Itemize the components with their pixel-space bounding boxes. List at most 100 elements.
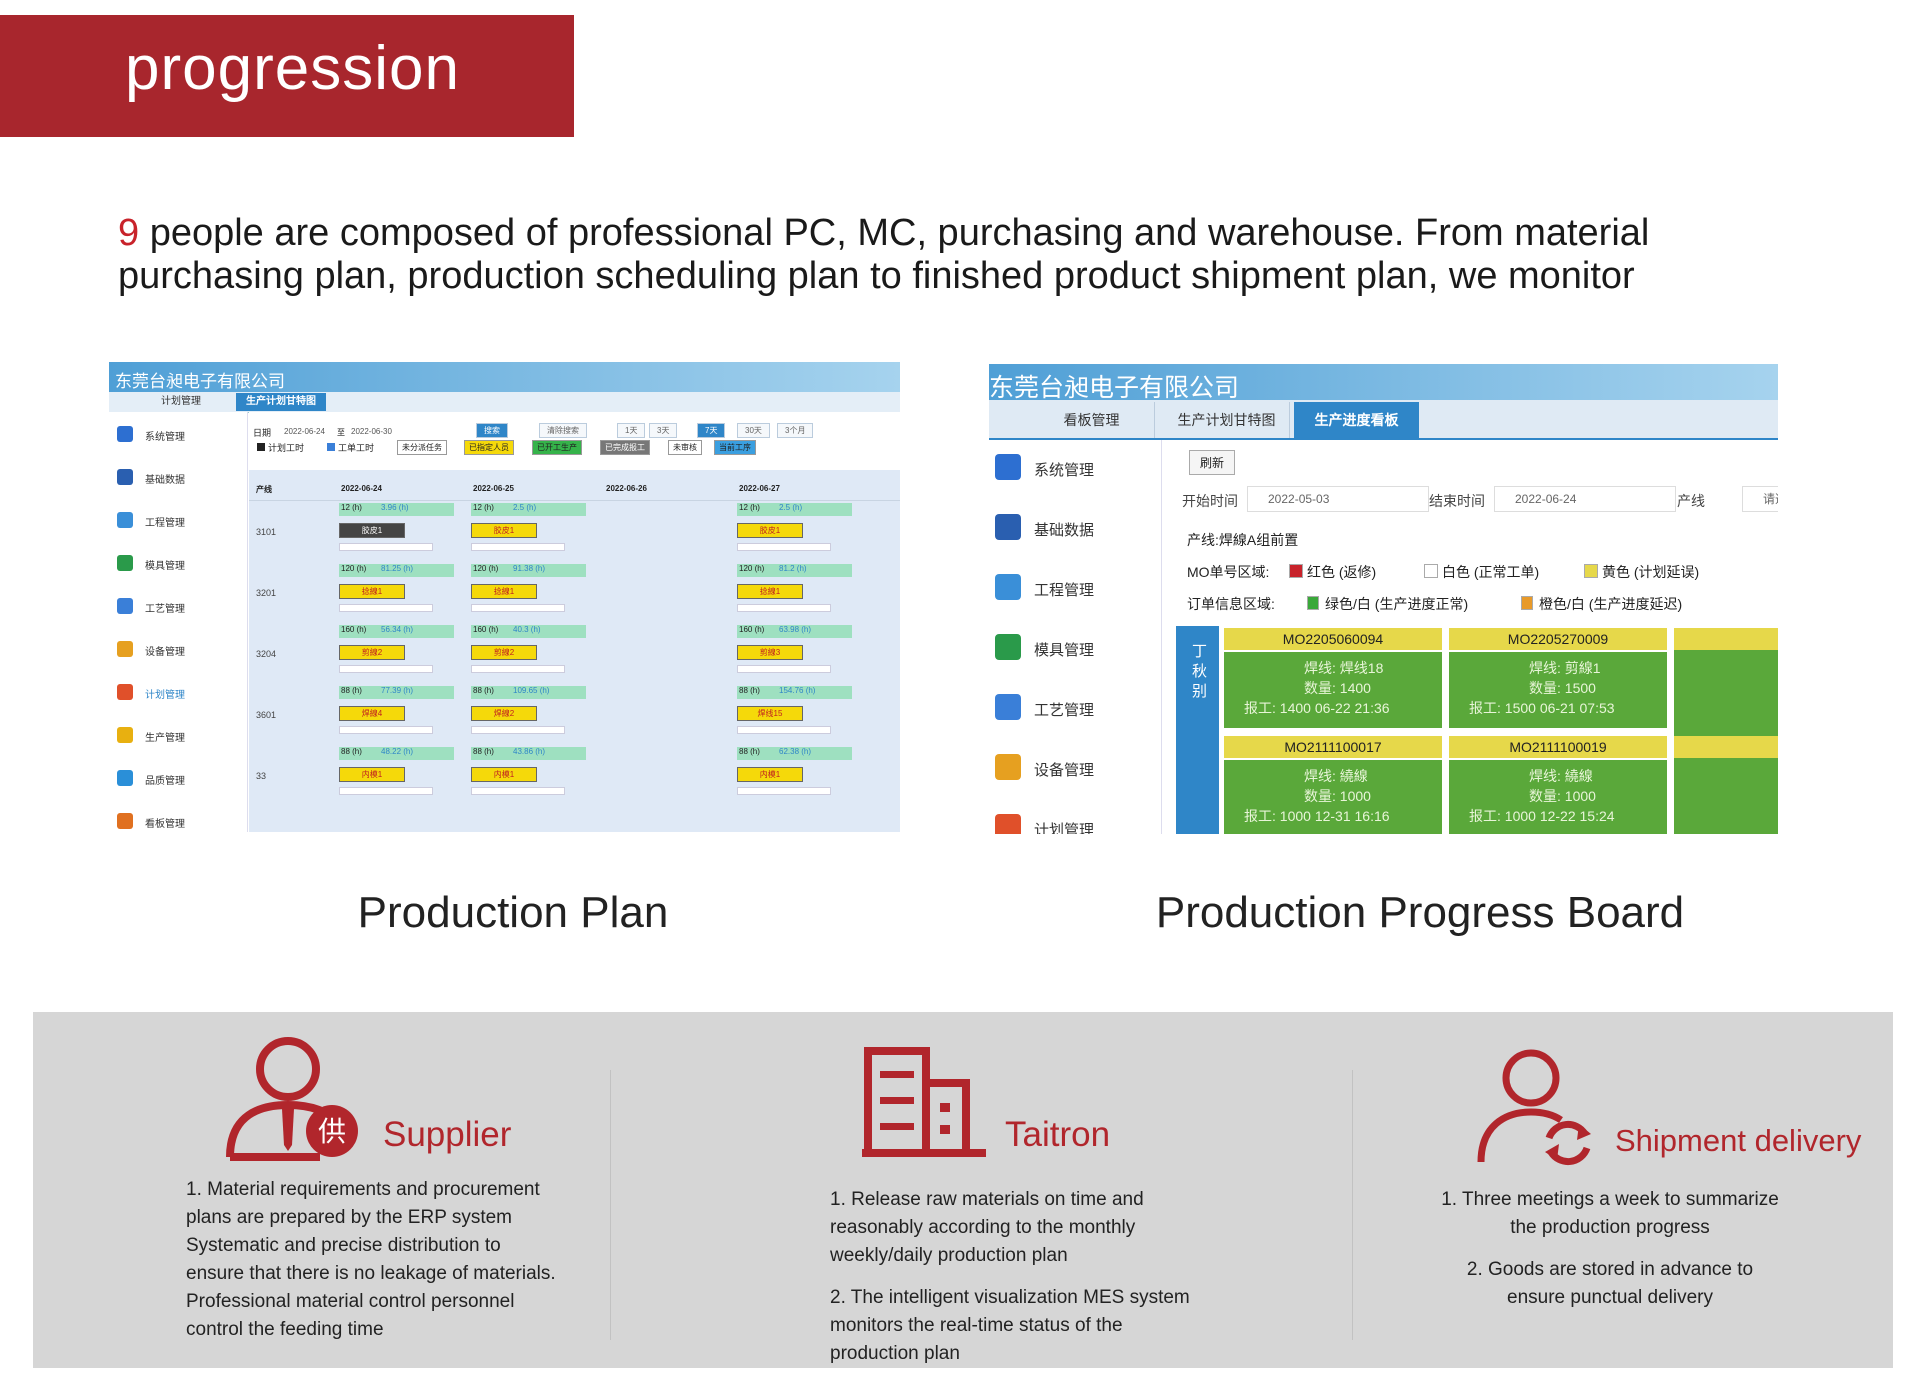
column-header: 2022-06-24 xyxy=(341,484,382,493)
swatch xyxy=(1289,564,1303,578)
task: 剪線3 xyxy=(737,645,803,660)
date-label: 日期 xyxy=(253,428,272,438)
cell-used: 2.5 (h) xyxy=(779,503,803,512)
menu-icon xyxy=(117,770,133,786)
feature-list: 1. Release raw materials on time and rea… xyxy=(830,1186,1200,1382)
intro-highlight: 9 xyxy=(118,212,140,254)
task: 焊線2 xyxy=(471,706,537,721)
cell-bar xyxy=(737,686,852,699)
menu-icon xyxy=(995,814,1021,834)
scroll xyxy=(471,665,565,673)
task: 内模1 xyxy=(339,767,405,782)
shipment-icon xyxy=(1477,1049,1591,1166)
cell-bar xyxy=(471,747,586,760)
task: 焊線4 xyxy=(339,706,405,721)
menu-item: 系统管理 xyxy=(145,432,185,443)
menu-icon xyxy=(117,512,133,528)
card-partial xyxy=(1674,736,1778,834)
menu-icon xyxy=(995,574,1021,600)
card-qty: 数量: 1400 xyxy=(1304,680,1371,696)
feature-panel xyxy=(33,1012,1893,1368)
task: 剪線2 xyxy=(339,645,405,660)
card-report: 报工: 1500 06-21 07:53 xyxy=(1469,700,1615,716)
cell-bar xyxy=(471,625,586,638)
menu-item: 基础数据 xyxy=(145,475,185,486)
scroll xyxy=(471,604,565,612)
legend-label: 计划工时 xyxy=(268,443,305,453)
scroll xyxy=(339,665,433,673)
feature-item: 1. Three meetings a week to summarize th… xyxy=(1441,1189,1779,1238)
column-header: 产线 xyxy=(256,485,272,494)
menu-item: 工艺管理 xyxy=(1034,702,1095,719)
title-bar xyxy=(989,364,1778,400)
legend-item: 白色 (正常工单) xyxy=(1442,564,1540,580)
cell-bar xyxy=(339,564,454,577)
cell-used: 63.98 (h) xyxy=(779,625,812,634)
scroll xyxy=(737,787,831,795)
task: 捻線1 xyxy=(471,584,537,599)
task: 内模1 xyxy=(737,767,803,782)
menu-item: 设备管理 xyxy=(1034,762,1095,779)
card-body xyxy=(1224,652,1442,728)
tab: 看板管理 xyxy=(1029,402,1155,438)
svg-text:供: 供 xyxy=(318,1115,346,1148)
task: 胶皮1 xyxy=(737,523,803,538)
feature-item: 1. Material requirements and procurement… xyxy=(186,1179,556,1340)
intro: 9 people are composed of professional PC… xyxy=(118,212,1818,298)
cell-plan: 160 (h) xyxy=(739,625,765,634)
supplier-icon: 供 xyxy=(226,1037,358,1161)
header-line xyxy=(249,500,900,501)
tab: 生产计划甘特图 xyxy=(1164,402,1290,438)
task: 捻線1 xyxy=(737,584,803,599)
menu-item: 设备管理 xyxy=(145,647,185,658)
divider xyxy=(1352,1070,1353,1340)
feature-title: Supplier xyxy=(383,1115,512,1154)
cell-used: 154.76 (h) xyxy=(779,686,816,695)
cell-bar xyxy=(737,625,852,638)
cell-bar xyxy=(339,747,454,760)
cell-bar xyxy=(737,503,852,516)
menu-icon xyxy=(117,469,133,485)
filter-value: 2022-05-03 xyxy=(1247,486,1429,512)
mo-header: MO2205270009 xyxy=(1449,628,1667,650)
button: 清除搜索 xyxy=(539,423,587,438)
menu-item: 工程管理 xyxy=(1034,582,1095,599)
content xyxy=(249,412,900,832)
card-line: 焊线: 剪線1 xyxy=(1529,660,1601,676)
card-qty: 数量: 1000 xyxy=(1304,788,1371,804)
button: 3天 xyxy=(649,423,678,438)
legend-label: 工单工时 xyxy=(338,443,375,453)
header-banner: progression xyxy=(0,15,574,137)
divider xyxy=(610,1070,611,1340)
button: 30天 xyxy=(737,423,770,438)
legend-item: 黄色 (计划延误) xyxy=(1602,564,1700,580)
swatch xyxy=(1424,564,1438,578)
menu-item: 品质管理 xyxy=(145,776,185,787)
cell-plan: 12 (h) xyxy=(473,503,494,512)
tab: 生产计划甘特图 xyxy=(236,393,326,411)
menu-icon xyxy=(995,754,1021,780)
cell-used: 81.2 (h) xyxy=(779,564,807,573)
filter-value: 请选择 xyxy=(1742,486,1778,512)
cell-bar xyxy=(339,686,454,699)
menu-icon xyxy=(117,426,133,442)
mo-header: MO2111100019 xyxy=(1449,736,1667,758)
scroll xyxy=(737,543,831,551)
line-label: 3201 xyxy=(256,588,277,598)
card-partial xyxy=(1674,628,1778,750)
card-qty: 数量: 1000 xyxy=(1529,788,1596,804)
order-legend-label: 订单信息区域: xyxy=(1187,596,1275,612)
feature-list: 1. Three meetings a week to summarize th… xyxy=(1440,1186,1780,1326)
feature-title: Taitron xyxy=(1005,1115,1111,1154)
feature-item: 2. The intelligent visualization MES sys… xyxy=(830,1287,1190,1364)
cell-plan: 88 (h) xyxy=(739,686,760,695)
task: 胶皮1 xyxy=(339,523,405,538)
legend-item: 红色 (返修) xyxy=(1307,564,1377,580)
mo-header: MO2205060094 xyxy=(1224,628,1442,650)
card-report: 报工: 1000 12-22 15:24 xyxy=(1469,808,1615,824)
plan-screenshot: 东莞台昶电子有限公司 计划管理 生产计划甘特图 系统管理 基础数据 工程管理 模具管理 工艺管… xyxy=(109,362,900,832)
company: 东莞台昶电子有限公司 xyxy=(989,374,1240,402)
feature-list: 1. Material requirements and procurement… xyxy=(186,1176,561,1358)
menu-item: 看板管理 xyxy=(145,819,185,830)
menu-icon xyxy=(117,813,133,829)
